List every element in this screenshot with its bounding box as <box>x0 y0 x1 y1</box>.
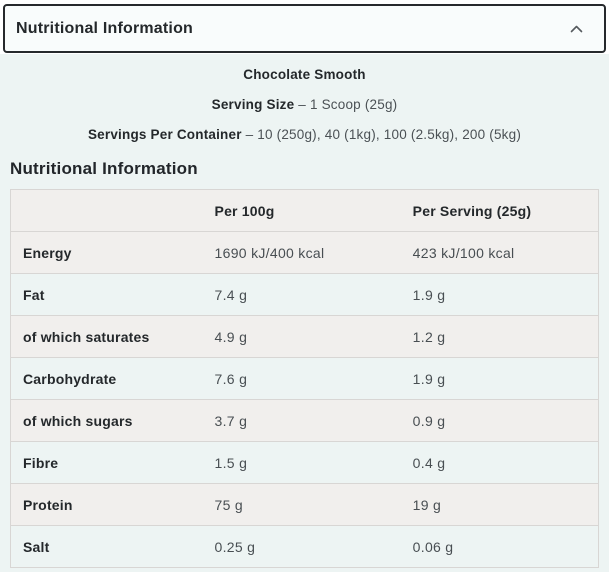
nutrient-label: Fat <box>10 273 215 316</box>
nutrient-value: 0.9 g <box>412 399 599 442</box>
table-row: Fat 7.4 g 1.9 g <box>10 273 599 316</box>
table-row: Carbohydrate 7.6 g 1.9 g <box>10 357 599 400</box>
nutrient-value: 0.25 g <box>214 525 413 568</box>
nutrient-value: 4.9 g <box>214 315 413 358</box>
nutrient-label: Energy <box>10 231 215 274</box>
nutrient-label: of which sugars <box>10 399 215 442</box>
nutrient-value: 7.4 g <box>214 273 413 316</box>
product-intro: Chocolate Smooth Serving Size – 1 Scoop … <box>10 67 599 142</box>
table-section-title: Nutritional Information <box>10 159 198 178</box>
nutrient-value: 1690 kJ/400 kcal <box>214 231 413 274</box>
table-row: of which saturates 4.9 g 1.2 g <box>10 315 599 358</box>
nutrient-label: of which saturates <box>10 315 215 358</box>
nutrient-value: 1.9 g <box>412 357 599 400</box>
servings-per-container-line: Servings Per Container – 10 (250g), 40 (… <box>87 127 522 142</box>
serving-size-line: Serving Size – 1 Scoop (25g) <box>211 97 398 112</box>
nutritional-info-accordion-header[interactable]: Nutritional Information <box>3 4 606 53</box>
nutrient-value: 0.06 g <box>412 525 599 568</box>
column-header-per-100g: Per 100g <box>214 189 413 232</box>
nutrient-value: 7.6 g <box>214 357 413 400</box>
table-row: of which sugars 3.7 g 0.9 g <box>10 399 599 442</box>
nutrition-table: Per 100g Per Serving (25g) Energy 1690 kJ… <box>10 189 599 568</box>
nutrient-value: 19 g <box>412 483 599 526</box>
nutrient-label: Salt <box>10 525 215 568</box>
nutrient-label: Fibre <box>10 441 215 484</box>
table-row: Protein 75 g 19 g <box>10 483 599 526</box>
nutrition-table-body: Energy 1690 kJ/400 kcal 423 kJ/100 kcal Fat… <box>10 231 599 568</box>
nutrient-value: 423 kJ/100 kcal <box>412 231 599 274</box>
table-row: Fibre 1.5 g 0.4 g <box>10 441 599 484</box>
nutrient-value: 1.2 g <box>412 315 599 358</box>
table-header-row: Per 100g Per Serving (25g) <box>10 189 599 232</box>
nutrient-value: 75 g <box>214 483 413 526</box>
nutrient-label: Protein <box>10 483 215 526</box>
nutrient-label: Carbohydrate <box>10 357 215 400</box>
chevron-up-icon[interactable] <box>570 25 583 33</box>
accordion-content: Chocolate Smooth Serving Size – 1 Scoop … <box>0 54 609 572</box>
nutrient-value: 0.4 g <box>412 441 599 484</box>
table-row: Salt 0.25 g 0.06 g <box>10 525 599 568</box>
accordion-title: Nutritional Information <box>16 19 194 37</box>
nutrient-value: 3.7 g <box>214 399 413 442</box>
column-header-per-serving: Per Serving (25g) <box>412 189 599 232</box>
column-header-nutrient <box>10 189 215 232</box>
flavour-name: Chocolate Smooth <box>243 67 366 82</box>
nutrient-value: 1.9 g <box>412 273 599 316</box>
nutrient-value: 1.5 g <box>214 441 413 484</box>
table-row: Energy 1690 kJ/400 kcal 423 kJ/100 kcal <box>10 231 599 274</box>
